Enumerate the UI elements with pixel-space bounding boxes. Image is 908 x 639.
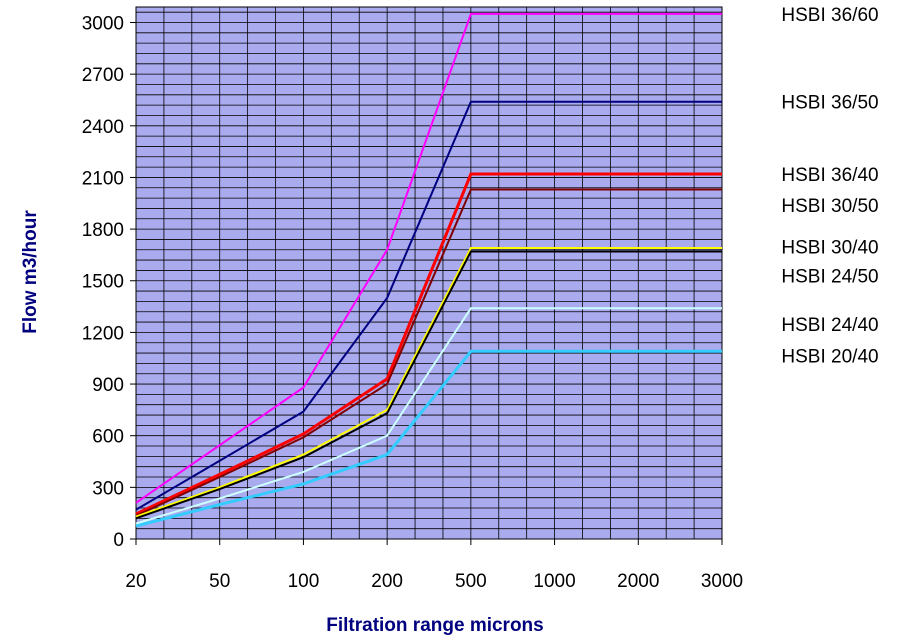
legend-label-hsbi-36-40: HSBI 36/40 — [781, 165, 878, 186]
series-line-hsbi-36-50 — [135, 100, 722, 511]
y-tick-label: 300 — [92, 478, 124, 499]
legend-label-hsbi-30-40: HSBI 30/40 — [781, 237, 878, 258]
x-axis-title: Filtration range microns — [326, 615, 543, 636]
legend-label-hsbi-20-40: HSBI 20/40 — [781, 347, 878, 368]
x-tick-label: 20 — [125, 571, 146, 592]
y-tick-label: 3000 — [82, 13, 124, 34]
series-line-hsbi-24-50 — [135, 250, 722, 520]
series-line-hsbi-20-40 — [135, 349, 722, 528]
series-line-hsbi-30-40 — [135, 247, 722, 518]
y-tick-label: 1500 — [82, 272, 124, 293]
legend: HSBI 36/60 HSBI 36/50 HSBI 36/40 HSBI 30/50… — [781, 5, 878, 368]
y-tick-label: 2100 — [82, 168, 124, 189]
series-line-hsbi-36-60 — [135, 12, 722, 504]
x-tick-label: 100 — [288, 571, 320, 592]
y-tick-label: 600 — [92, 427, 124, 448]
grid-lines — [136, 7, 722, 539]
y-tick-label: 0 — [113, 530, 124, 551]
x-tick-label: 500 — [455, 571, 487, 592]
y-tick-label: 2700 — [82, 65, 124, 86]
y-tick-label: 1200 — [82, 323, 124, 344]
legend-label-hsbi-24-40: HSBI 24/40 — [781, 315, 878, 336]
plot-border — [135, 6, 723, 540]
legend-label-hsbi-36-50: HSBI 36/50 — [781, 93, 878, 114]
series-line-hsbi-36-40 — [135, 172, 722, 516]
series-line-hsbi-30-50 — [135, 188, 722, 517]
legend-label-hsbi-24-50: HSBI 24/50 — [781, 267, 878, 288]
y-tick-label: 900 — [92, 375, 124, 396]
y-axis-title: Flow m3/hour — [20, 210, 41, 334]
x-tick-label: 3000 — [701, 571, 743, 592]
series-line-hsbi-24-40 — [135, 307, 722, 525]
x-tick-label: 1000 — [533, 571, 575, 592]
y-axis-ticks: 0 300 600 900 1200 1500 1800 2100 2400 2700 3000 — [82, 13, 136, 551]
x-tick-label: 2000 — [617, 571, 659, 592]
legend-label-hsbi-36-60: HSBI 36/60 — [781, 5, 878, 26]
y-tick-label: 1800 — [82, 220, 124, 241]
series-lines — [135, 12, 722, 528]
x-axis-ticks: 20 50 100 200 500 1000 2000 3000 — [125, 539, 743, 592]
legend-label-hsbi-30-50: HSBI 30/50 — [781, 196, 878, 217]
x-tick-label: 200 — [371, 571, 403, 592]
y-tick-label: 2400 — [82, 117, 124, 138]
x-tick-label: 50 — [209, 571, 230, 592]
